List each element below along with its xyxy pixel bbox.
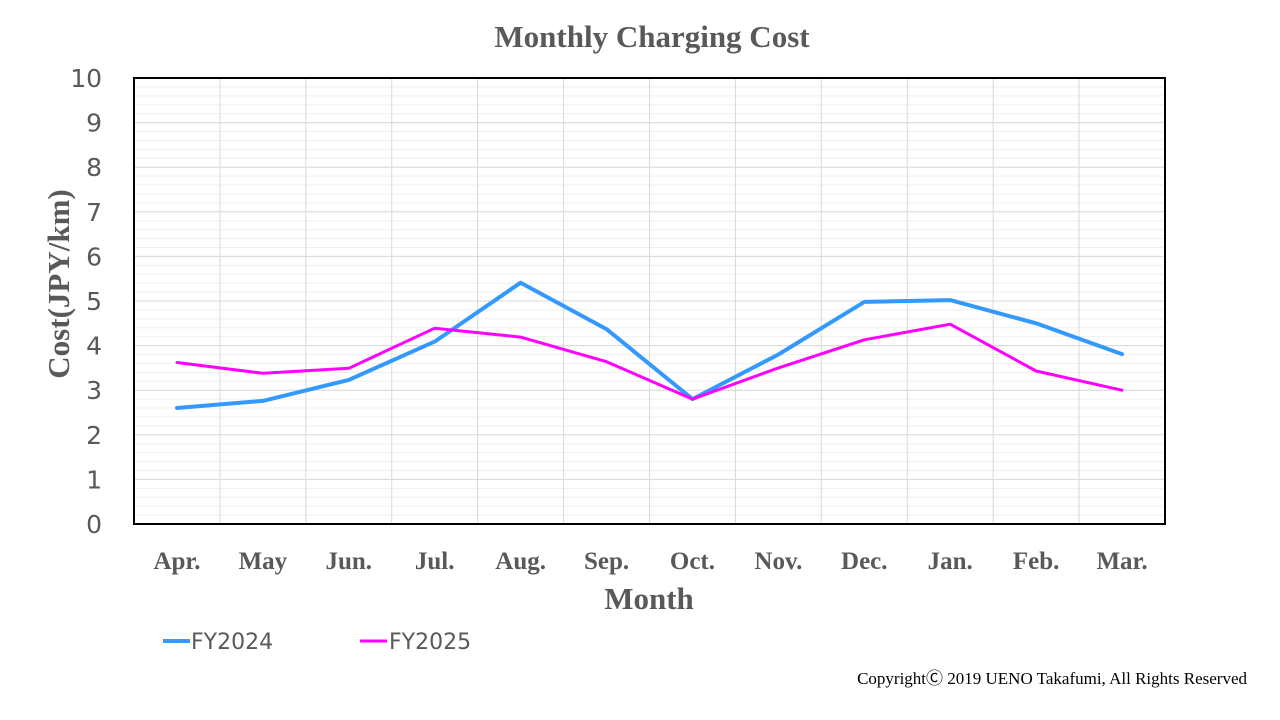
y-axis-label: Cost(JPY/km) [41,189,76,378]
y-tick-label: 9 [86,109,102,138]
plot-area-border [133,77,1166,525]
series-line-fy2024 [175,280,1124,410]
x-tick-label: Jul. [415,548,455,575]
vertical-gridlines [219,78,1080,524]
x-tick-label: Jan. [928,548,973,575]
y-tick-label: 10 [70,64,102,93]
series-line-fy2025 [175,322,1124,401]
y-tick-label: 3 [86,376,102,405]
x-tick-label: Feb. [1013,548,1060,575]
chart-title: Monthly Charging Cost [494,19,810,54]
y-tick-label: 1 [86,465,102,494]
x-axis-ticks: Apr. May Jun. Jul. Aug. Sep. Oct. Nov. Dec. Jan. F… [153,548,1147,575]
x-tick-label: Oct. [670,548,715,575]
x-tick-label: Mar. [1096,548,1147,575]
x-tick-label: Dec. [841,548,888,575]
legend-label-fy2024: FY2024 [191,630,273,655]
y-tick-label: 0 [86,510,102,539]
y-tick-label: 7 [86,198,102,227]
x-tick-label: Nov. [754,548,802,575]
legend-label-fy2025: FY2025 [389,630,471,655]
y-tick-label: 4 [86,332,102,361]
x-tick-label: Jun. [326,548,373,575]
legend-item-fy2025[interactable]: FY2025 [360,630,471,655]
y-tick-label: 5 [86,287,102,316]
x-tick-label: May [239,548,288,575]
x-tick-label: Aug. [495,548,546,575]
series-lines [175,280,1124,410]
y-axis-ticks: 0 1 2 3 4 5 6 7 8 9 10 [70,64,102,539]
y-tick-label: 6 [86,242,102,271]
x-axis-label: Month [604,581,694,616]
x-tick-label: Apr. [153,548,200,575]
x-tick-label: Sep. [584,548,629,575]
y-tick-label: 2 [86,421,102,450]
copyright-notice: CopyrightⒸ 2019 UENO Takafumi, All Right… [857,669,1247,688]
y-tick-label: 8 [86,153,102,182]
legend-item-fy2024[interactable]: FY2024 [163,630,273,655]
legend: FY2024 FY2025 [163,630,471,655]
